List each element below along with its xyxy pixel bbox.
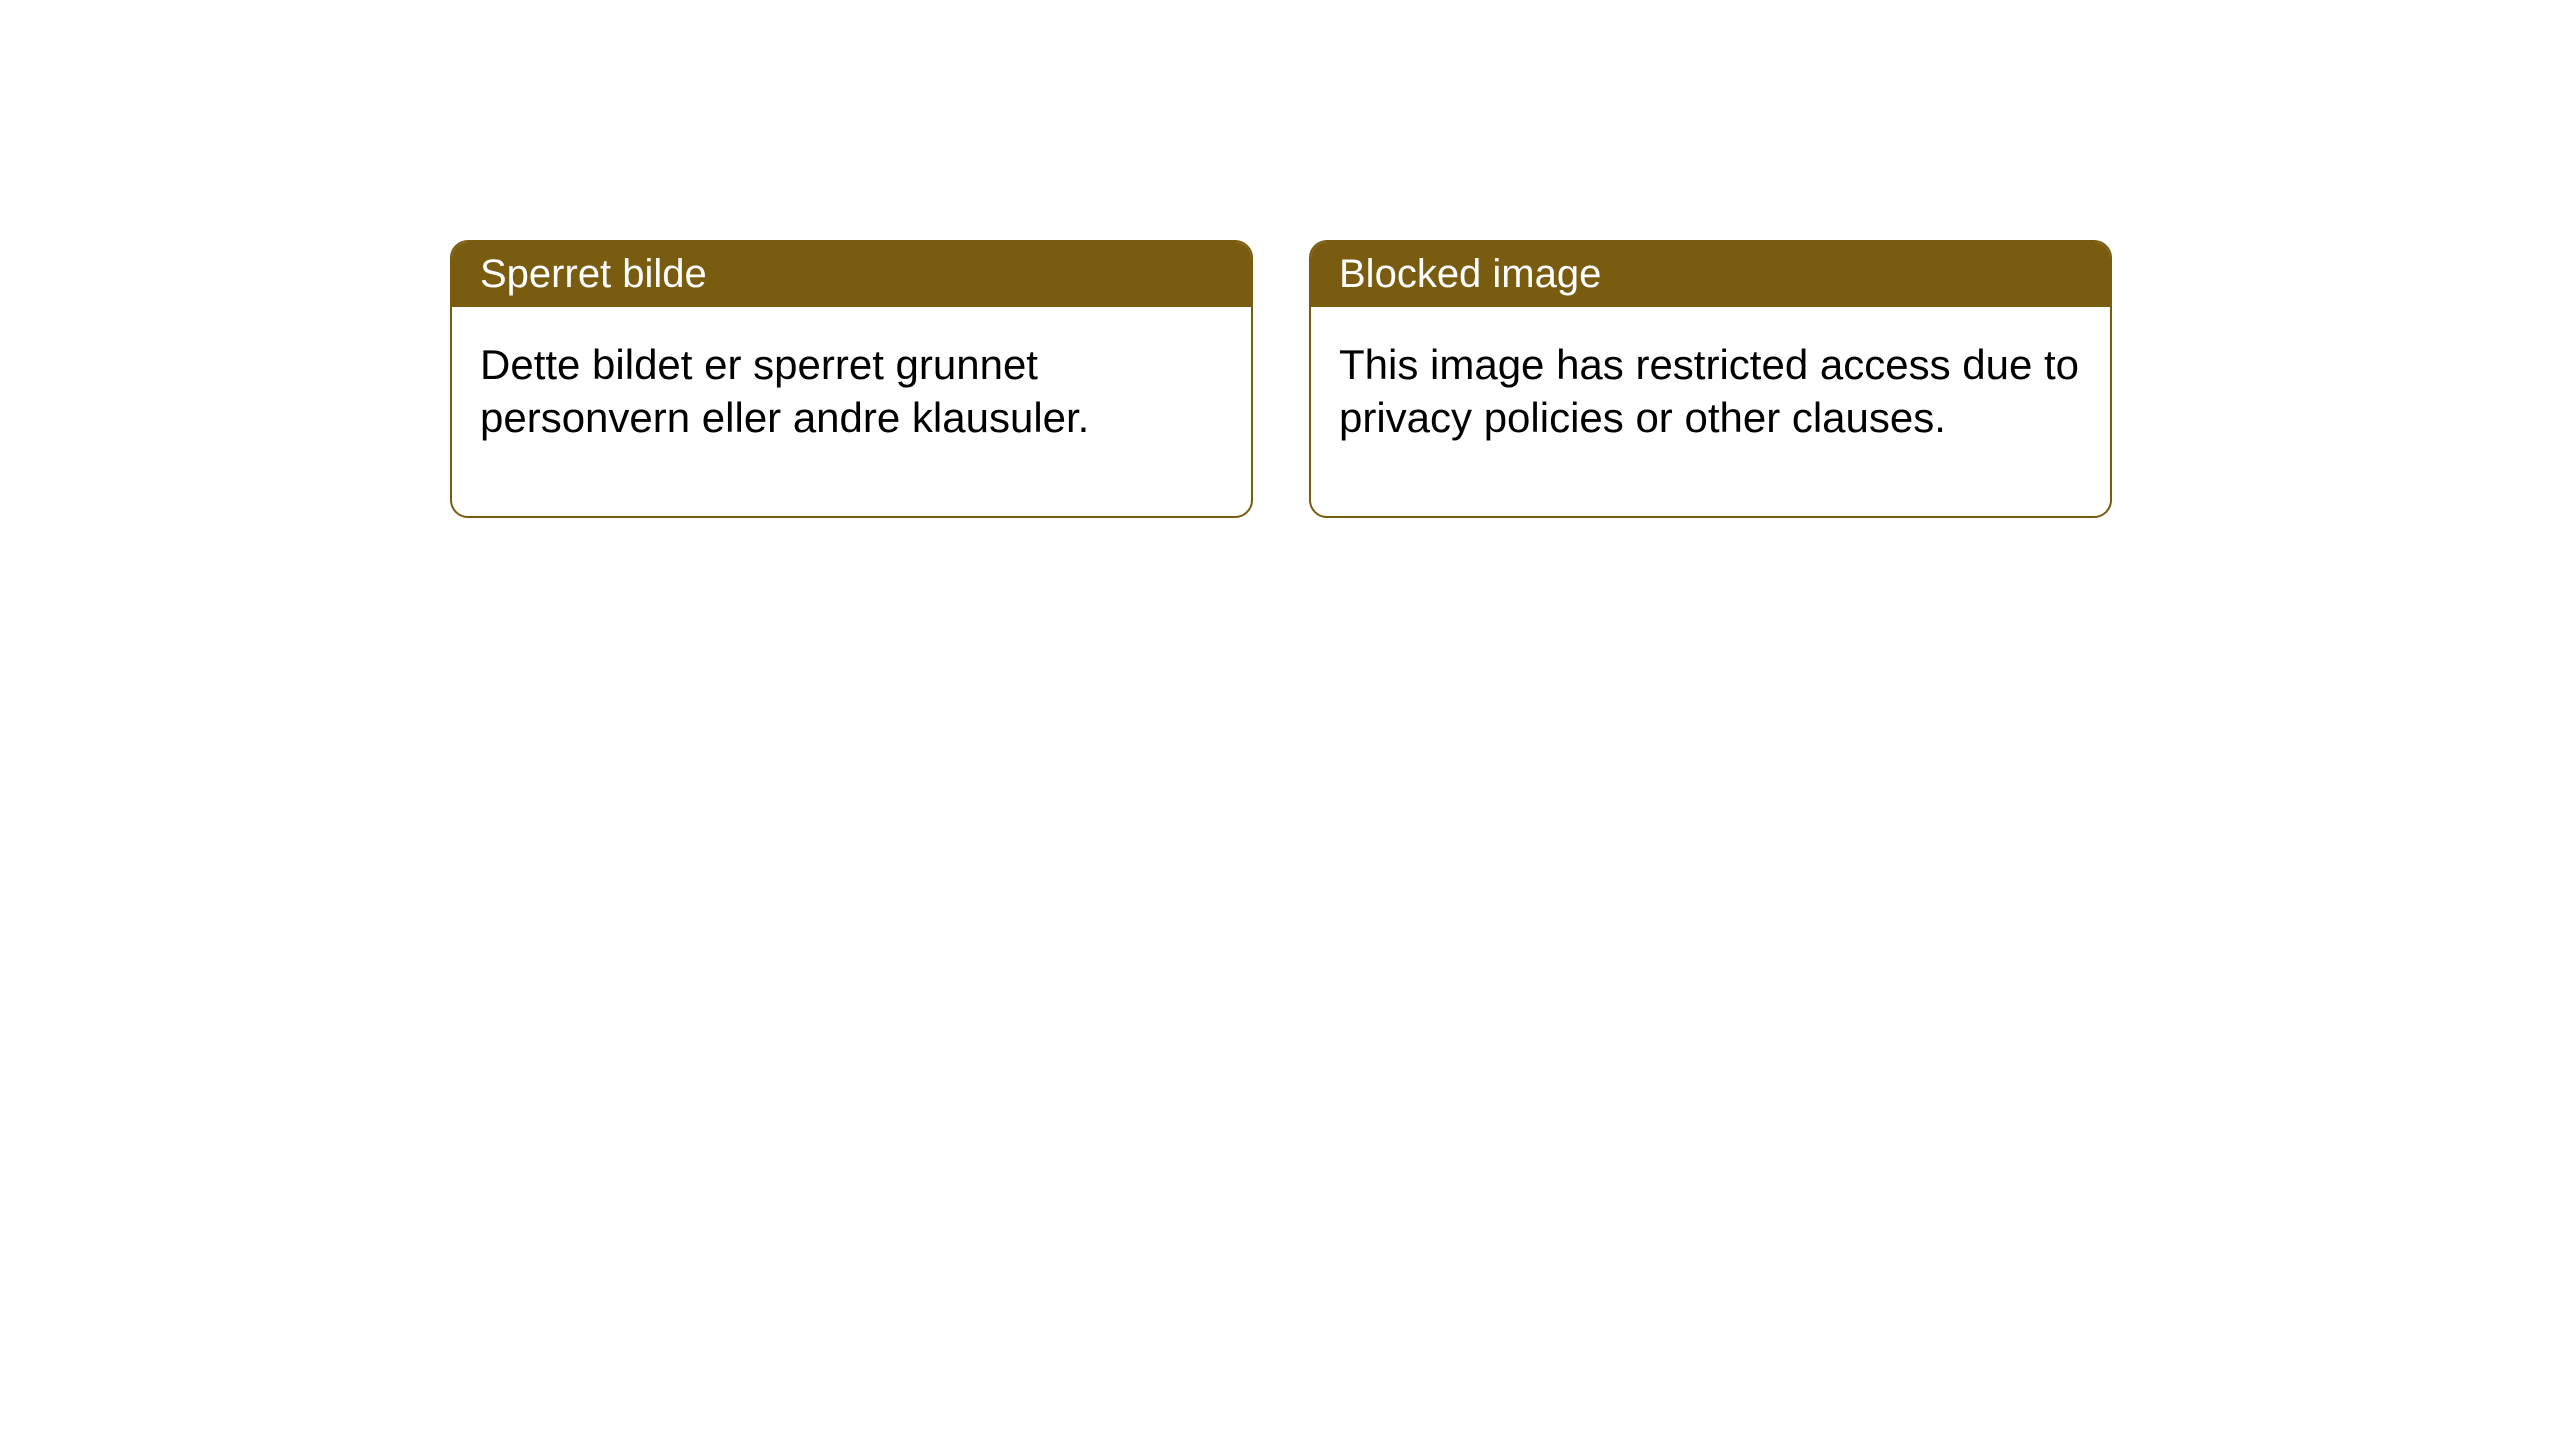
card-body-en: This image has restricted access due to … <box>1311 307 2110 516</box>
cards-container: Sperret bilde Dette bildet er sperret gr… <box>450 240 2112 518</box>
card-header-text: Blocked image <box>1339 252 1601 296</box>
blocked-image-card-no: Sperret bilde Dette bildet er sperret gr… <box>450 240 1253 518</box>
card-body-no: Dette bildet er sperret grunnet personve… <box>452 307 1251 516</box>
card-header-en: Blocked image <box>1311 242 2110 307</box>
card-body-text: Dette bildet er sperret grunnet personve… <box>480 341 1089 441</box>
blocked-image-card-en: Blocked image This image has restricted … <box>1309 240 2112 518</box>
card-header-text: Sperret bilde <box>480 252 707 296</box>
card-body-text: This image has restricted access due to … <box>1339 341 2079 441</box>
card-header-no: Sperret bilde <box>452 242 1251 307</box>
